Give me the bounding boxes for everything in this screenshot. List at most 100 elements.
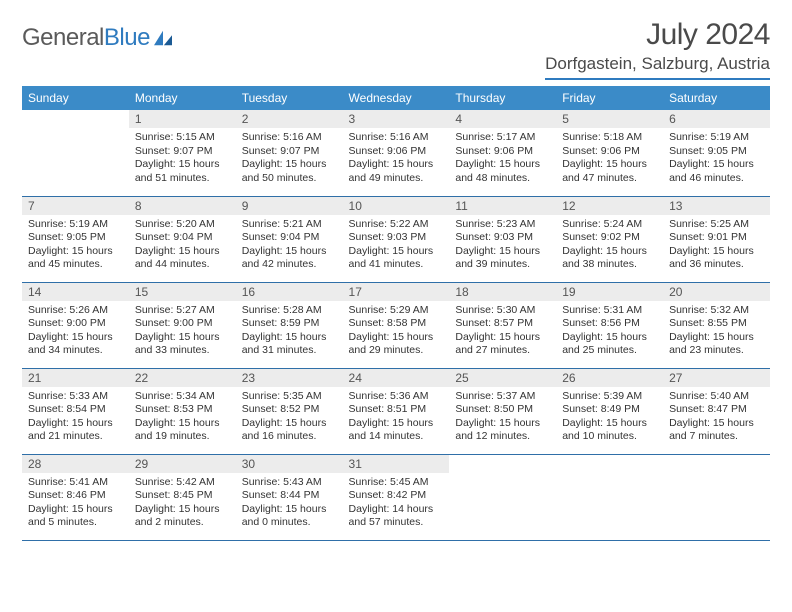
day-details: Sunrise: 5:15 AMSunset: 9:07 PMDaylight:… <box>129 128 236 190</box>
calendar-day-cell: 18Sunrise: 5:30 AMSunset: 8:57 PMDayligh… <box>449 282 556 368</box>
daylight-line: Daylight: 15 hours and 5 minutes. <box>28 503 123 530</box>
logo-word2: Blue <box>104 24 150 51</box>
calendar-day-cell: 28Sunrise: 5:41 AMSunset: 8:46 PMDayligh… <box>22 454 129 540</box>
daylight-line: Daylight: 15 hours and 49 minutes. <box>349 158 444 185</box>
calendar-week-row: 7Sunrise: 5:19 AMSunset: 9:05 PMDaylight… <box>22 196 770 282</box>
day-number: 6 <box>663 110 770 128</box>
day-number: 25 <box>449 369 556 387</box>
sunrise-line: Sunrise: 5:21 AM <box>242 218 337 232</box>
calendar-day-cell: 20Sunrise: 5:32 AMSunset: 8:55 PMDayligh… <box>663 282 770 368</box>
sunset-line: Sunset: 9:05 PM <box>28 231 123 245</box>
sunrise-line: Sunrise: 5:41 AM <box>28 476 123 490</box>
sunset-line: Sunset: 9:00 PM <box>135 317 230 331</box>
day-details: Sunrise: 5:28 AMSunset: 8:59 PMDaylight:… <box>236 301 343 363</box>
calendar-day-cell: 30Sunrise: 5:43 AMSunset: 8:44 PMDayligh… <box>236 454 343 540</box>
weekday-header: Monday <box>129 86 236 110</box>
daylight-line: Daylight: 15 hours and 45 minutes. <box>28 245 123 272</box>
sunset-line: Sunset: 9:03 PM <box>455 231 550 245</box>
weekday-header: Saturday <box>663 86 770 110</box>
title-block: July 2024 Dorfgastein, Salzburg, Austria <box>545 18 770 80</box>
day-number: 5 <box>556 110 663 128</box>
day-details: Sunrise: 5:31 AMSunset: 8:56 PMDaylight:… <box>556 301 663 363</box>
weekday-header-row: Sunday Monday Tuesday Wednesday Thursday… <box>22 86 770 110</box>
daylight-line: Daylight: 15 hours and 19 minutes. <box>135 417 230 444</box>
day-details: Sunrise: 5:41 AMSunset: 8:46 PMDaylight:… <box>22 473 129 535</box>
sunrise-line: Sunrise: 5:15 AM <box>135 131 230 145</box>
calendar-day-cell: 16Sunrise: 5:28 AMSunset: 8:59 PMDayligh… <box>236 282 343 368</box>
sunset-line: Sunset: 8:56 PM <box>562 317 657 331</box>
day-number: 28 <box>22 455 129 473</box>
daylight-line: Daylight: 15 hours and 51 minutes. <box>135 158 230 185</box>
daylight-line: Daylight: 15 hours and 39 minutes. <box>455 245 550 272</box>
calendar-day-cell: 1Sunrise: 5:15 AMSunset: 9:07 PMDaylight… <box>129 110 236 196</box>
weekday-header: Thursday <box>449 86 556 110</box>
daylight-line: Daylight: 15 hours and 14 minutes. <box>349 417 444 444</box>
sunset-line: Sunset: 8:57 PM <box>455 317 550 331</box>
sunset-line: Sunset: 8:46 PM <box>28 489 123 503</box>
day-number: 12 <box>556 197 663 215</box>
daylight-line: Daylight: 15 hours and 36 minutes. <box>669 245 764 272</box>
sunset-line: Sunset: 9:03 PM <box>349 231 444 245</box>
day-number: 14 <box>22 283 129 301</box>
calendar-day-cell: 8Sunrise: 5:20 AMSunset: 9:04 PMDaylight… <box>129 196 236 282</box>
weekday-header: Friday <box>556 86 663 110</box>
calendar-day-cell: 5Sunrise: 5:18 AMSunset: 9:06 PMDaylight… <box>556 110 663 196</box>
sunset-line: Sunset: 9:07 PM <box>135 145 230 159</box>
calendar-week-row: 21Sunrise: 5:33 AMSunset: 8:54 PMDayligh… <box>22 368 770 454</box>
sunrise-line: Sunrise: 5:19 AM <box>28 218 123 232</box>
calendar-day-cell: 25Sunrise: 5:37 AMSunset: 8:50 PMDayligh… <box>449 368 556 454</box>
calendar-day-cell: 7Sunrise: 5:19 AMSunset: 9:05 PMDaylight… <box>22 196 129 282</box>
day-details: Sunrise: 5:19 AMSunset: 9:05 PMDaylight:… <box>22 215 129 277</box>
day-details: Sunrise: 5:22 AMSunset: 9:03 PMDaylight:… <box>343 215 450 277</box>
sunrise-line: Sunrise: 5:31 AM <box>562 304 657 318</box>
sunset-line: Sunset: 8:47 PM <box>669 403 764 417</box>
sunrise-line: Sunrise: 5:27 AM <box>135 304 230 318</box>
day-details: Sunrise: 5:36 AMSunset: 8:51 PMDaylight:… <box>343 387 450 449</box>
sunrise-line: Sunrise: 5:16 AM <box>349 131 444 145</box>
day-details: Sunrise: 5:40 AMSunset: 8:47 PMDaylight:… <box>663 387 770 449</box>
calendar-day-cell: 21Sunrise: 5:33 AMSunset: 8:54 PMDayligh… <box>22 368 129 454</box>
daylight-line: Daylight: 15 hours and 12 minutes. <box>455 417 550 444</box>
day-details: Sunrise: 5:25 AMSunset: 9:01 PMDaylight:… <box>663 215 770 277</box>
daylight-line: Daylight: 15 hours and 48 minutes. <box>455 158 550 185</box>
logo-word1: General <box>22 24 104 51</box>
day-number: 15 <box>129 283 236 301</box>
sunset-line: Sunset: 9:06 PM <box>455 145 550 159</box>
sunrise-line: Sunrise: 5:39 AM <box>562 390 657 404</box>
daylight-line: Daylight: 15 hours and 50 minutes. <box>242 158 337 185</box>
sunset-line: Sunset: 8:55 PM <box>669 317 764 331</box>
day-details: Sunrise: 5:24 AMSunset: 9:02 PMDaylight:… <box>556 215 663 277</box>
logo: GeneralBlue <box>22 24 174 52</box>
day-number: 29 <box>129 455 236 473</box>
day-details: Sunrise: 5:21 AMSunset: 9:04 PMDaylight:… <box>236 215 343 277</box>
location-text: Dorfgastein, Salzburg, Austria <box>545 54 770 80</box>
day-number: 1 <box>129 110 236 128</box>
sunrise-line: Sunrise: 5:45 AM <box>349 476 444 490</box>
sunset-line: Sunset: 8:44 PM <box>242 489 337 503</box>
logo-sail-icon <box>152 29 174 47</box>
sunrise-line: Sunrise: 5:28 AM <box>242 304 337 318</box>
daylight-line: Daylight: 15 hours and 0 minutes. <box>242 503 337 530</box>
daylight-line: Daylight: 15 hours and 21 minutes. <box>28 417 123 444</box>
sunset-line: Sunset: 8:45 PM <box>135 489 230 503</box>
daylight-line: Daylight: 15 hours and 23 minutes. <box>669 331 764 358</box>
calendar-week-row: 14Sunrise: 5:26 AMSunset: 9:00 PMDayligh… <box>22 282 770 368</box>
sunrise-line: Sunrise: 5:32 AM <box>669 304 764 318</box>
calendar-day-cell: 15Sunrise: 5:27 AMSunset: 9:00 PMDayligh… <box>129 282 236 368</box>
calendar-table: Sunday Monday Tuesday Wednesday Thursday… <box>22 86 770 541</box>
day-number: 23 <box>236 369 343 387</box>
sunset-line: Sunset: 9:02 PM <box>562 231 657 245</box>
sunrise-line: Sunrise: 5:40 AM <box>669 390 764 404</box>
calendar-day-cell <box>22 110 129 196</box>
calendar-day-cell: 22Sunrise: 5:34 AMSunset: 8:53 PMDayligh… <box>129 368 236 454</box>
sunrise-line: Sunrise: 5:36 AM <box>349 390 444 404</box>
sunrise-line: Sunrise: 5:29 AM <box>349 304 444 318</box>
sunset-line: Sunset: 8:58 PM <box>349 317 444 331</box>
month-title: July 2024 <box>545 18 770 52</box>
sunset-line: Sunset: 8:50 PM <box>455 403 550 417</box>
calendar-day-cell: 11Sunrise: 5:23 AMSunset: 9:03 PMDayligh… <box>449 196 556 282</box>
day-details: Sunrise: 5:33 AMSunset: 8:54 PMDaylight:… <box>22 387 129 449</box>
day-details: Sunrise: 5:32 AMSunset: 8:55 PMDaylight:… <box>663 301 770 363</box>
calendar-day-cell <box>449 454 556 540</box>
sunset-line: Sunset: 8:42 PM <box>349 489 444 503</box>
